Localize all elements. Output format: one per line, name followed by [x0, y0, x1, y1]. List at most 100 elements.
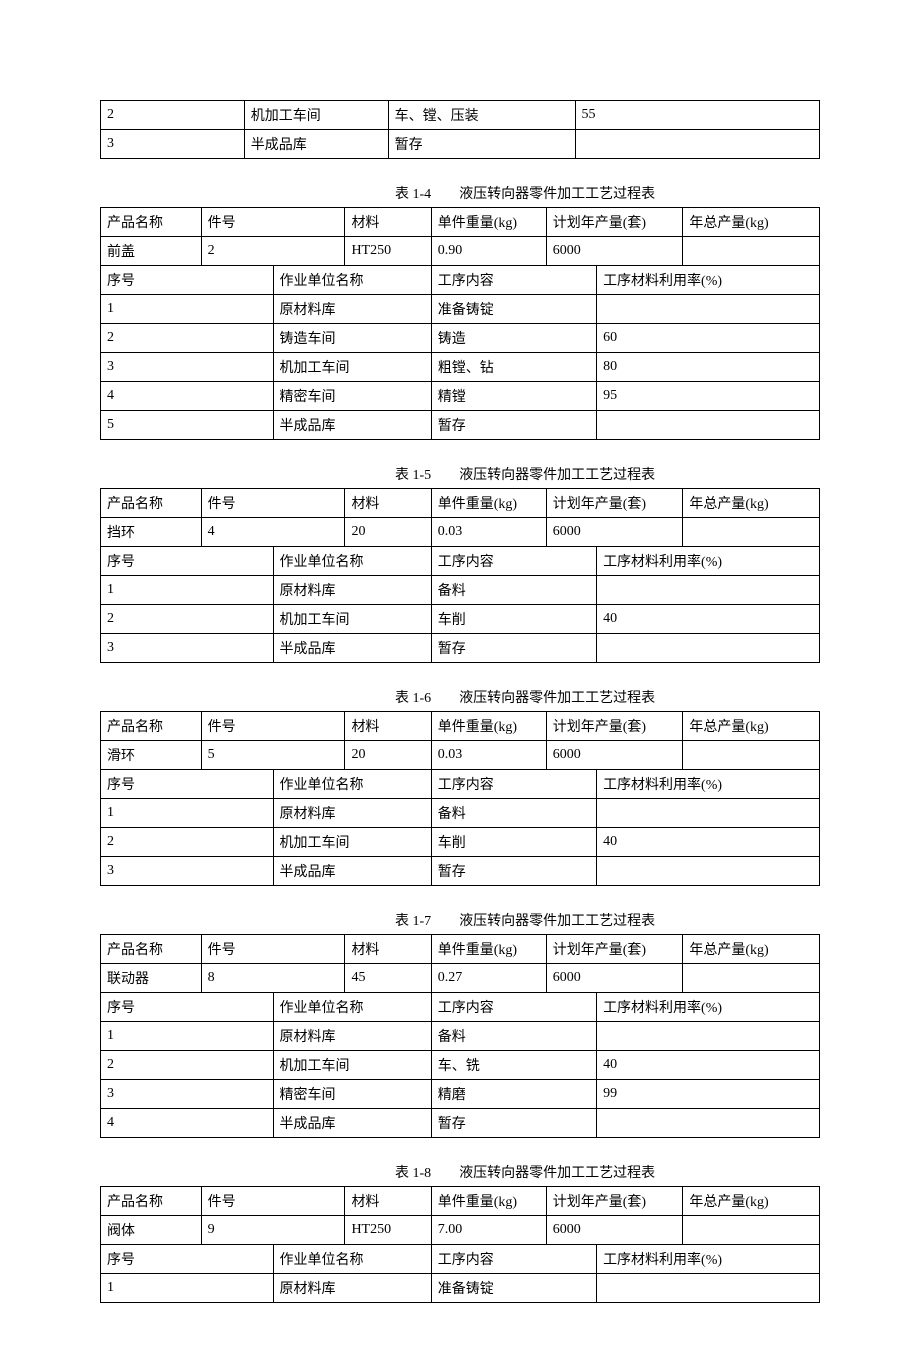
header-plan-output: 计划年产量(套): [546, 1187, 683, 1216]
cell-seq: 1: [101, 1022, 274, 1051]
table-caption: 表 1-7 液压转向器零件加工工艺过程表: [100, 910, 820, 930]
cell-util: 40: [597, 828, 820, 857]
header-material-util: 工序材料利用率(%): [597, 770, 820, 799]
cell-unit: 精密车间: [273, 1080, 431, 1109]
info-header-row: 产品名称 件号 材料 单件重量(kg) 计划年产量(套) 年总产量(kg): [101, 489, 820, 518]
header-process-content: 工序内容: [431, 993, 596, 1022]
cell-content: 精磨: [431, 1080, 596, 1109]
cell-util: 60: [597, 324, 820, 353]
table-row: 5 半成品库 暂存: [101, 411, 820, 440]
cell-seq: 1: [101, 576, 274, 605]
table-row: 3 半成品库 暂存: [101, 634, 820, 663]
cell-content: 车、铣: [431, 1051, 596, 1080]
table-row: 1 原材料库 备料: [101, 1022, 820, 1051]
cell-seq: 2: [101, 828, 274, 857]
header-material-util: 工序材料利用率(%): [597, 1245, 820, 1274]
header-material-util: 工序材料利用率(%): [597, 993, 820, 1022]
table-number: 表 1-6: [100, 687, 459, 707]
header-part-no: 件号: [201, 208, 345, 237]
cell-content: 备料: [431, 799, 596, 828]
info-value-row: 滑环 5 20 0.03 6000: [101, 741, 820, 770]
cell-seq: 2: [101, 605, 274, 634]
process-header-row: 序号 作业单位名称 工序内容 工序材料利用率(%): [101, 770, 820, 799]
cell-unit: 机加工车间: [273, 1051, 431, 1080]
header-unit-weight: 单件重量(kg): [431, 935, 546, 964]
header-material: 材料: [345, 208, 431, 237]
cell-unit: 精密车间: [273, 382, 431, 411]
cell-content: 精镗: [431, 382, 596, 411]
value-product-name: 滑环: [101, 741, 202, 770]
cell-util: [597, 1022, 820, 1051]
value-product-name: 前盖: [101, 237, 202, 266]
cell-seq: 3: [101, 353, 274, 382]
cell-unit: 机加工车间: [273, 353, 431, 382]
table-number: 表 1-4: [100, 183, 459, 203]
value-unit-weight: 0.27: [431, 964, 546, 993]
info-header-row: 产品名称 件号 材料 单件重量(kg) 计划年产量(套) 年总产量(kg): [101, 712, 820, 741]
cell-unit: 机加工车间: [273, 828, 431, 857]
header-part-no: 件号: [201, 935, 345, 964]
cell-unit: 机加工车间: [244, 101, 388, 130]
table-row: 2 机加工车间 车削 40: [101, 828, 820, 857]
table-row: 3 精密车间 精磨 99: [101, 1080, 820, 1109]
cell-unit: 原材料库: [273, 1274, 431, 1303]
cell-util: [597, 411, 820, 440]
table-title: 液压转向器零件加工工艺过程表: [459, 183, 655, 203]
cell-content: 暂存: [388, 130, 575, 159]
value-part-no: 9: [201, 1216, 345, 1245]
table-number: 表 1-8: [100, 1162, 459, 1182]
header-product-name: 产品名称: [101, 712, 202, 741]
header-material: 材料: [345, 1187, 431, 1216]
value-year-total: [683, 741, 820, 770]
cell-util: 55: [575, 101, 819, 130]
table-row: 2 机加工车间 车、镗、压装 55: [101, 101, 820, 130]
value-unit-weight: 0.03: [431, 518, 546, 547]
cell-content: 备料: [431, 576, 596, 605]
header-plan-output: 计划年产量(套): [546, 208, 683, 237]
process-table: 产品名称 件号 材料 单件重量(kg) 计划年产量(套) 年总产量(kg) 滑环…: [100, 711, 820, 886]
cell-unit: 半成品库: [273, 411, 431, 440]
value-part-no: 5: [201, 741, 345, 770]
header-work-unit: 作业单位名称: [273, 547, 431, 576]
value-unit-weight: 0.03: [431, 741, 546, 770]
table-title: 液压转向器零件加工工艺过程表: [459, 687, 655, 707]
header-unit-weight: 单件重量(kg): [431, 489, 546, 518]
header-seq: 序号: [101, 993, 274, 1022]
cell-content: 车、镗、压装: [388, 101, 575, 130]
header-year-total: 年总产量(kg): [683, 208, 820, 237]
table-row: 1 原材料库 准备铸锭: [101, 1274, 820, 1303]
cell-util: [597, 1109, 820, 1138]
value-material: HT250: [345, 237, 431, 266]
value-product-name: 联动器: [101, 964, 202, 993]
table-caption: 表 1-6 液压转向器零件加工工艺过程表: [100, 687, 820, 707]
info-value-row: 前盖 2 HT250 0.90 6000: [101, 237, 820, 266]
cell-seq: 2: [101, 101, 245, 130]
value-plan-output: 6000: [546, 1216, 683, 1245]
cell-util: 40: [597, 1051, 820, 1080]
process-header-row: 序号 作业单位名称 工序内容 工序材料利用率(%): [101, 1245, 820, 1274]
cell-unit: 原材料库: [273, 799, 431, 828]
header-seq: 序号: [101, 1245, 274, 1274]
value-unit-weight: 0.90: [431, 237, 546, 266]
info-value-row: 挡环 4 20 0.03 6000: [101, 518, 820, 547]
header-plan-output: 计划年产量(套): [546, 935, 683, 964]
cell-content: 准备铸锭: [431, 295, 596, 324]
cell-util: [575, 130, 819, 159]
cell-content: 粗镗、钻: [431, 353, 596, 382]
table-row: 2 机加工车间 车削 40: [101, 605, 820, 634]
table-title: 液压转向器零件加工工艺过程表: [459, 1162, 655, 1182]
table-row: 3 机加工车间 粗镗、钻 80: [101, 353, 820, 382]
info-value-row: 阀体 9 HT250 7.00 6000: [101, 1216, 820, 1245]
cell-seq: 3: [101, 857, 274, 886]
header-material-util: 工序材料利用率(%): [597, 266, 820, 295]
cell-seq: 1: [101, 799, 274, 828]
cell-seq: 3: [101, 130, 245, 159]
table-row: 1 原材料库 备料: [101, 576, 820, 605]
header-process-content: 工序内容: [431, 266, 596, 295]
process-table: 产品名称 件号 材料 单件重量(kg) 计划年产量(套) 年总产量(kg) 挡环…: [100, 488, 820, 663]
header-process-content: 工序内容: [431, 547, 596, 576]
value-plan-output: 6000: [546, 237, 683, 266]
header-work-unit: 作业单位名称: [273, 993, 431, 1022]
table-row: 3 半成品库 暂存: [101, 130, 820, 159]
table-row: 4 精密车间 精镗 95: [101, 382, 820, 411]
